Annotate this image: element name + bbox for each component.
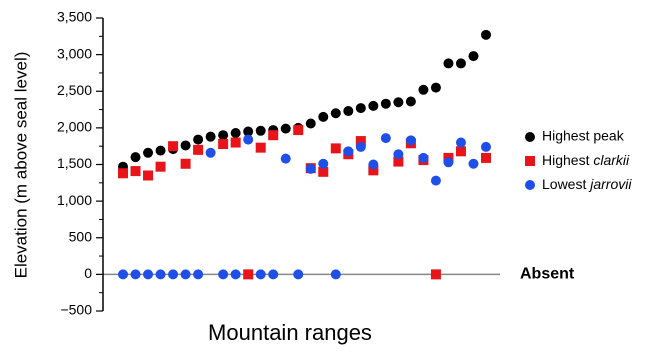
point [525, 180, 535, 190]
point [268, 130, 279, 141]
point [468, 51, 479, 62]
point [180, 158, 191, 169]
point [318, 166, 329, 177]
point [193, 144, 204, 155]
point [205, 147, 216, 158]
point [305, 118, 316, 129]
point [155, 269, 166, 280]
y-tick-label: 0 [84, 265, 92, 281]
point [380, 98, 391, 109]
point [455, 146, 466, 157]
point [168, 141, 179, 152]
point [330, 269, 341, 280]
y-tick-label: −500 [60, 302, 92, 318]
point [293, 269, 304, 280]
y-axis-label: Elevation (m above seal level) [11, 52, 30, 279]
point [218, 269, 229, 280]
point [318, 158, 329, 169]
point [455, 137, 466, 148]
point [330, 143, 341, 154]
point [280, 123, 291, 134]
point [405, 96, 416, 107]
legend-label: Highest peak [542, 128, 625, 144]
point [443, 157, 454, 168]
point [143, 170, 154, 181]
point [130, 269, 141, 280]
point [155, 145, 166, 156]
point [205, 131, 216, 142]
point [243, 269, 254, 280]
point [393, 97, 404, 108]
point [180, 269, 191, 280]
point [130, 152, 141, 163]
y-tick-label: 3,000 [57, 45, 92, 61]
point [481, 152, 491, 163]
x-axis-label: Mountain ranges [208, 320, 372, 345]
point [168, 269, 179, 280]
point [393, 149, 404, 160]
point [405, 135, 416, 146]
point [318, 111, 329, 122]
point [155, 161, 166, 172]
point [380, 133, 391, 144]
point [430, 82, 441, 93]
point [343, 106, 354, 117]
point [118, 168, 128, 179]
point [143, 269, 154, 280]
point [368, 159, 379, 170]
point [525, 132, 535, 142]
point [255, 269, 266, 280]
point [180, 140, 191, 151]
point [418, 84, 429, 95]
point [368, 165, 379, 176]
point [330, 108, 341, 119]
point [130, 166, 141, 177]
y-tick-label: 2,000 [57, 119, 92, 135]
point [393, 156, 404, 167]
point [343, 146, 354, 157]
point [368, 100, 379, 111]
point [355, 103, 366, 114]
y-tick-label: 1,000 [57, 192, 92, 208]
y-tick-label: 1,500 [57, 155, 92, 171]
point [118, 269, 128, 280]
point [243, 126, 254, 137]
y-tick-label: 2,500 [57, 82, 92, 98]
point [255, 142, 266, 153]
point [468, 158, 479, 169]
point [305, 163, 316, 174]
point [418, 152, 429, 163]
point [280, 153, 291, 164]
reference-label: Absent [520, 266, 575, 283]
point [455, 58, 466, 69]
point [193, 134, 204, 145]
y-tick-label: 500 [69, 228, 93, 244]
point [443, 58, 454, 69]
point [230, 128, 241, 139]
point [268, 269, 279, 280]
point [481, 29, 491, 40]
point [143, 147, 154, 158]
point [525, 156, 535, 166]
point [355, 141, 366, 152]
point [218, 138, 229, 149]
point [193, 269, 204, 280]
point [355, 136, 366, 147]
point [230, 137, 241, 148]
point [243, 134, 254, 145]
point [430, 269, 441, 280]
point [481, 141, 491, 152]
legend-label: Lowest jarrovii [542, 176, 632, 192]
point [218, 130, 229, 141]
point [255, 125, 266, 136]
point [230, 269, 241, 280]
legend-label: Highest clarkii [542, 152, 630, 168]
point [293, 125, 304, 136]
point [430, 175, 441, 186]
y-tick-label: 3,500 [57, 9, 92, 25]
